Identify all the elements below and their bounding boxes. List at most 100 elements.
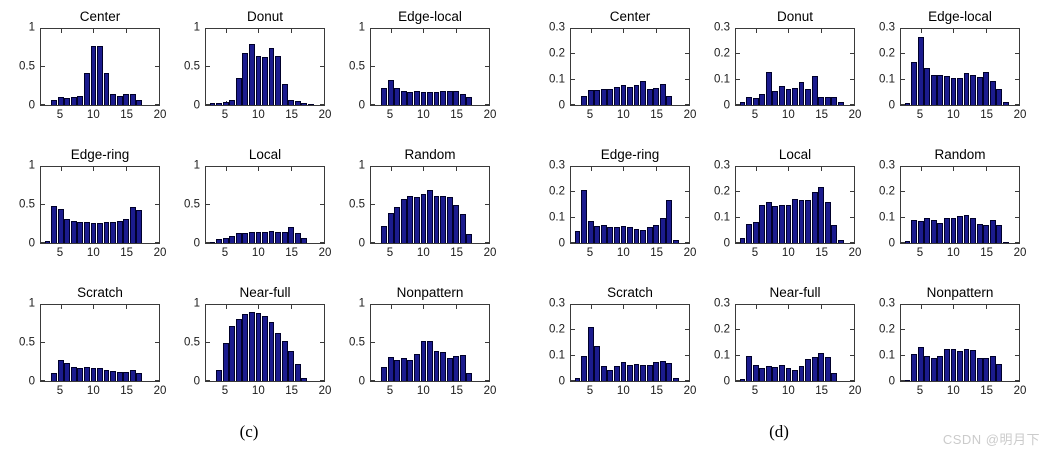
histogram-bar [57, 208, 64, 243]
histogram-bar [459, 355, 466, 381]
x-axis-labels: 5 10 15 20 [735, 244, 862, 262]
histogram-bar [97, 45, 103, 105]
x-tick-label: 5 [916, 109, 924, 121]
y-tick-label: 0 [888, 99, 895, 112]
histogram-bar [427, 189, 433, 243]
y-tick-label: 0.2 [879, 185, 895, 198]
histogram-bar [779, 205, 785, 243]
y-tick-mark [736, 104, 740, 105]
histogram-bar [216, 239, 222, 243]
histogram-bar [414, 197, 420, 243]
y-tick-label: 0 [888, 237, 895, 250]
x-axis-labels: 5 10 15 20 [205, 382, 332, 400]
x-tick-mark [258, 305, 260, 309]
x-tick-label: 10 [616, 109, 630, 121]
histogram-bar [752, 97, 759, 105]
histogram-bar [268, 48, 275, 105]
histogram-bar [394, 207, 401, 243]
histogram-bar [798, 199, 805, 243]
x-tick-mark [225, 29, 227, 33]
y-tick-mark [736, 329, 740, 331]
histogram-bar [792, 87, 798, 105]
histogram-bar [381, 88, 387, 105]
histogram-bar [739, 102, 746, 105]
y-axis-labels: 0 0.5 1 [338, 160, 370, 250]
x-tick-mark [324, 239, 325, 243]
histogram-center: Center 0 0.1 0.2 0.3 5 10 15 20 [538, 8, 696, 124]
y-tick-label: 0.5 [19, 198, 35, 211]
histogram-bar [90, 223, 97, 243]
histogram-bar [824, 202, 831, 243]
histogram-bar [574, 230, 581, 243]
histogram-bar [659, 360, 666, 381]
histogram-bar [249, 311, 255, 381]
y-tick-mark [155, 204, 159, 205]
x-tick-label: 20 [1013, 109, 1027, 121]
y-tick-mark [736, 242, 740, 243]
x-tick-mark [920, 29, 922, 33]
histogram-bar [970, 350, 976, 381]
y-tick-label: 0.3 [879, 297, 895, 310]
x-tick-label: 5 [56, 109, 64, 121]
y-tick-label: 0.1 [714, 211, 730, 224]
histogram-bar [262, 316, 268, 381]
histogram-bar [44, 240, 51, 243]
histogram-bar [633, 363, 640, 381]
y-tick-label: 0.2 [714, 323, 730, 336]
plot-area [735, 28, 855, 106]
x-tick-mark [489, 167, 490, 171]
y-tick-label: 1 [28, 159, 35, 172]
histogram-bar [235, 318, 242, 381]
y-tick-mark [571, 354, 575, 356]
y-tick-label: 0 [723, 99, 730, 112]
histogram-bar [275, 232, 281, 243]
histogram-bar [818, 97, 825, 105]
x-tick-label: 5 [386, 247, 394, 259]
histogram-bar [673, 377, 679, 381]
x-axis-labels: 5 10 15 20 [900, 244, 1027, 262]
x-tick-label: 5 [751, 385, 759, 397]
histogram-bar [400, 198, 407, 243]
histogram-bar [301, 377, 308, 381]
x-axis-labels: 5 10 15 20 [40, 244, 167, 262]
x-tick-mark [93, 29, 95, 33]
x-tick-mark [656, 167, 658, 171]
y-tick-label: 0.1 [879, 211, 895, 224]
histogram-bar [414, 354, 420, 381]
x-tick-mark [390, 29, 392, 33]
histogram-bar [944, 75, 950, 105]
histogram-center: Center 0 0.5 1 5 10 15 20 [8, 8, 166, 124]
y-tick-mark [901, 380, 905, 381]
y-tick-label: 0.1 [549, 211, 565, 224]
histogram-bar [129, 206, 136, 243]
x-tick-label: 10 [616, 247, 630, 259]
y-tick-mark [485, 242, 489, 243]
y-tick-mark [371, 342, 375, 343]
y-tick-label: 0 [358, 99, 365, 112]
histogram-bar [103, 369, 110, 381]
y-tick-mark [485, 66, 489, 67]
histogram-bar [110, 94, 116, 105]
x-tick-mark [489, 305, 490, 309]
histogram-bar [459, 214, 466, 243]
histogram-bar [446, 197, 453, 243]
histogram-bar [433, 195, 440, 243]
histogram-bar [924, 67, 931, 105]
histogram-bar [924, 218, 931, 243]
y-tick-mark [736, 78, 740, 80]
y-tick-mark [571, 28, 575, 29]
histogram-bar [587, 326, 594, 381]
x-tick-mark [821, 29, 823, 33]
x-tick-label: 15 [980, 247, 994, 259]
x-tick-mark [423, 29, 425, 33]
x-tick-label: 15 [650, 109, 664, 121]
plot-area [735, 166, 855, 244]
histogram-bar [930, 220, 937, 243]
x-axis-labels: 5 10 15 20 [205, 106, 332, 124]
histogram-bar [394, 88, 401, 105]
histogram-bar [746, 355, 752, 381]
histogram-bar [129, 370, 136, 381]
x-tick-label: 10 [416, 247, 430, 259]
x-tick-mark [986, 305, 988, 309]
histogram-bar [308, 104, 314, 105]
